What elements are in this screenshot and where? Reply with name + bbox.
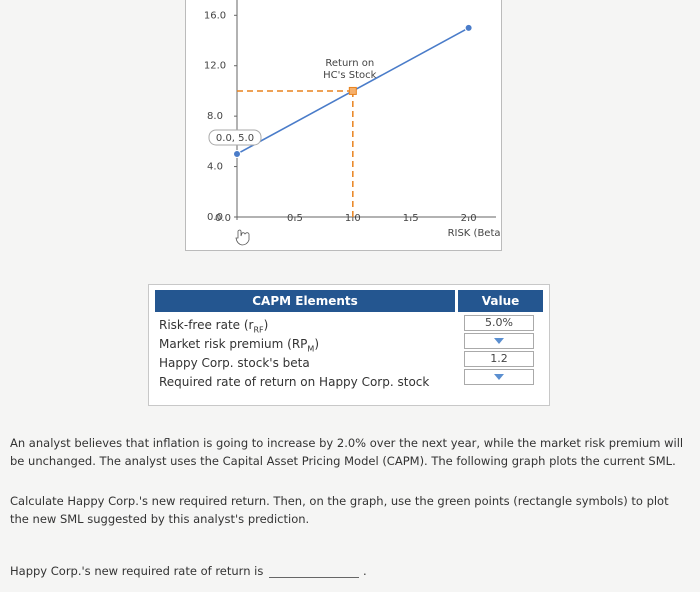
label-part: RF <box>253 325 264 335</box>
answer-prompt: Happy Corp.'s new required rate of retur… <box>10 564 264 578</box>
y-tick-label: 8.0 <box>207 111 223 122</box>
row-label: Required rate of return on Happy Corp. s… <box>159 375 429 389</box>
x-tick-label: 1.0 <box>345 213 361 224</box>
label-part: Happy Corp. stock's beta <box>159 356 310 370</box>
intro-text: An analyst believes that inflation is go… <box>10 436 684 468</box>
start-label-box <box>208 129 262 146</box>
label-part: Risk-free rate (r <box>159 318 254 332</box>
sml-endpoint <box>233 149 241 158</box>
row-label: Market risk premium (RPM) <box>159 337 319 353</box>
row-label: Risk-free rate (rRF) <box>159 318 268 334</box>
label-part: Market risk premium (RP <box>159 337 308 351</box>
y-tick-label: 12.0 <box>204 61 226 72</box>
label-part: ) <box>263 318 269 332</box>
value-cell: 5.0% <box>464 315 534 331</box>
answer-blank[interactable] <box>269 565 360 578</box>
dropdown[interactable] <box>464 333 534 349</box>
sml-endpoint <box>464 23 473 32</box>
chart: 0.0 4.0 8.0 12.0 16.0 0.0 0.5 1.0 1.5 2.0 RISK (Be… <box>185 0 502 251</box>
instruction-text: Calculate Happy Corp.'s new required ret… <box>10 494 669 526</box>
capm-table: CAPM Elements Value Risk-free rate (rRF) 5.… <box>148 284 550 406</box>
marker-label: Return on <box>325 58 374 69</box>
x-tick-label: 0.0 <box>215 213 231 224</box>
x-tick-label: 0.5 <box>287 213 303 224</box>
dropdown[interactable] <box>464 369 534 385</box>
x-tick-label: 2.0 <box>461 213 477 224</box>
row-label: Happy Corp. stock's beta <box>159 356 310 370</box>
y-tick-label: 4.0 <box>207 162 223 173</box>
cursor-icon <box>235 229 250 246</box>
value-cell: 1.2 <box>464 351 534 367</box>
table-header: CAPM Elements <box>155 290 455 312</box>
x-axis-label: RISK (Beta) <box>448 228 502 239</box>
label-part: ) <box>314 337 319 351</box>
label-part: M <box>307 344 315 354</box>
x-tick-label: 1.5 <box>403 213 419 224</box>
table-header: Value <box>458 290 543 312</box>
y-tick-label: 16.0 <box>204 10 226 21</box>
marker-point <box>348 86 357 95</box>
y-tick-label: 0.0 <box>207 212 223 223</box>
answer-line: Happy Corp.'s new required rate of retur… <box>10 564 367 578</box>
start-label: 0.0, 5.0 <box>216 133 254 144</box>
marker-label: HC's Stock <box>323 70 377 81</box>
label-part: Required rate of return on Happy Corp. s… <box>159 375 430 389</box>
